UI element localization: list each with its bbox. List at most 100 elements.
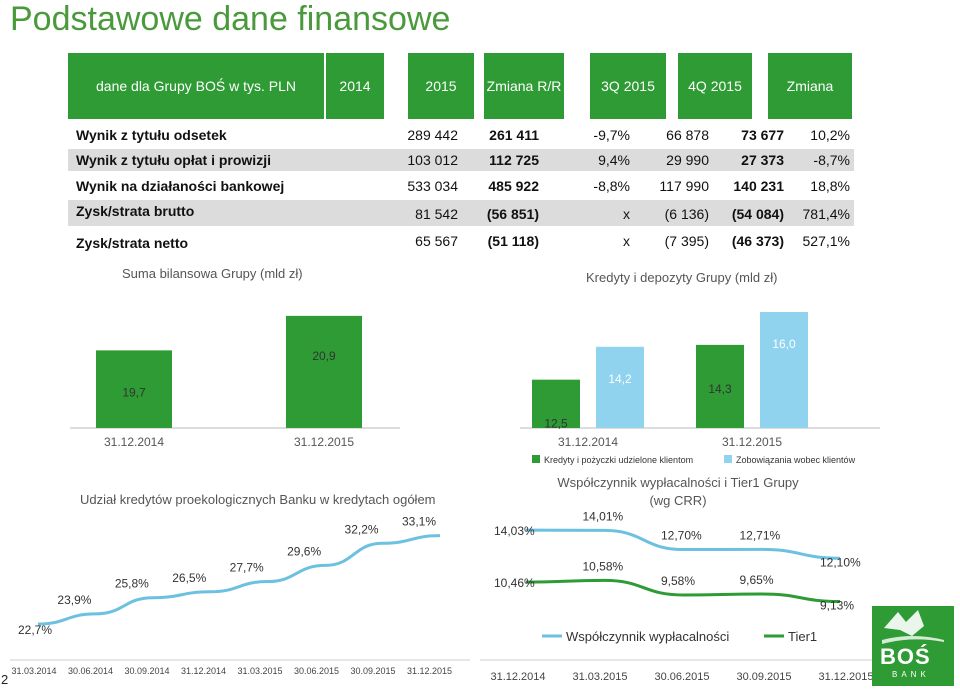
chart-eco-title: Udział kredytów proekologicznych Banku w… <box>80 492 436 507</box>
table-row: Zysk/strata brutto 81 542 (56 851) x (6 … <box>68 200 854 226</box>
data-label: 12,71% <box>740 528 781 542</box>
cell-2015: 112 725 <box>489 152 539 168</box>
legend-label: Tier1 <box>788 629 817 644</box>
x-tick-label: 31.12.2015 <box>722 435 782 449</box>
table-header-label: dane dla Grupy BOŚ w tys. PLN <box>68 53 324 119</box>
table-header-2014: 2014 <box>326 53 384 119</box>
bar <box>760 312 808 428</box>
row-label: Zysk/strata brutto <box>76 203 195 219</box>
data-label: 32,2% <box>345 522 379 536</box>
data-label: 12,70% <box>661 529 702 543</box>
bar <box>532 379 580 428</box>
bar-value-label: 12,5 <box>544 417 568 431</box>
cell-2015: (51 118) <box>487 233 539 249</box>
data-label: 9,65% <box>740 573 774 587</box>
data-label: 25,8% <box>115 577 149 591</box>
series-line <box>525 528 841 560</box>
cell-4q: (54 084) <box>731 206 784 222</box>
x-tick-label: 30.09.2015 <box>350 666 395 676</box>
legend-label: Zobowiązania wobec klientów <box>736 455 856 465</box>
cell-2014: 81 542 <box>415 206 458 222</box>
bar-value-label: 19,7 <box>122 385 146 399</box>
cell-yoy: 9,4% <box>598 152 630 168</box>
cell-2014: 65 567 <box>415 233 458 249</box>
data-label: 23,9% <box>57 593 91 607</box>
bar <box>96 350 172 428</box>
table-row: Wynik na działaności bankowej 533 034 48… <box>68 175 854 197</box>
row-label: Wynik na działaności bankowej <box>76 178 285 194</box>
logo-text: BOŚ <box>880 644 931 669</box>
data-label: 22,7% <box>18 623 52 637</box>
cell-4q: (46 373) <box>731 233 784 249</box>
data-label: 12,10% <box>820 555 861 569</box>
table-row: Wynik z tytułu odsetek 289 442 261 411 -… <box>68 124 854 146</box>
cell-3q: (6 136) <box>664 206 709 222</box>
cell-yoy: x <box>623 206 630 222</box>
bar <box>696 344 744 428</box>
chart-capital-title: Współczynnik wypłacalności i Tier1 Grupy… <box>557 475 799 508</box>
legend-swatch <box>724 455 732 463</box>
cell-3q: 66 878 <box>666 127 709 143</box>
legend-label: Współczynnik wypłacalności <box>566 629 729 644</box>
series-line <box>525 578 841 604</box>
cell-2015: 261 411 <box>489 127 539 143</box>
table-header-yoy: Zmiana R/R <box>484 53 564 119</box>
cell-yoy: -8,8% <box>593 178 630 194</box>
data-label: 27,7% <box>230 561 264 575</box>
table-row: Wynik z tytułu opłat i prowizji 103 012 … <box>68 149 854 171</box>
cell-change: 527,1% <box>802 233 850 249</box>
cell-4q: 73 677 <box>741 127 784 143</box>
cell-3q: (7 395) <box>664 233 709 249</box>
bar <box>596 346 644 428</box>
chart-eco: 22,7% 23,9% 25,8% 26,5% 27,7% 29,6% 32,2% 33,1%… <box>10 515 470 676</box>
cell-change: 781,4% <box>802 206 850 222</box>
cell-change: 10,2% <box>810 127 850 143</box>
legend-swatch <box>532 455 540 463</box>
bar-value-label: 20,9 <box>312 349 336 363</box>
row-label: Wynik z tytułu odsetek <box>76 127 227 143</box>
table-header-2015: 2015 <box>408 53 474 119</box>
data-label: 10,46% <box>494 576 535 590</box>
x-tick-label: 30.06.2014 <box>68 666 113 676</box>
x-tick-label: 30.09.2015 <box>736 671 791 683</box>
bar-value-label: 16,0 <box>772 337 796 351</box>
bar-value-label: 14,2 <box>608 372 632 386</box>
cell-2015: (56 851) <box>486 206 539 222</box>
chart-loans-title: Kredyty i depozyty Grupy (mld zł) <box>586 270 778 285</box>
page-title: Podstawowe dane finansowe <box>10 0 451 38</box>
cell-change: -8,7% <box>813 152 850 168</box>
x-tick-label: 31.12.2014 <box>558 435 618 449</box>
x-tick-label: 31.12.2014 <box>490 671 545 683</box>
x-tick-label: 30.06.2015 <box>654 671 709 683</box>
cell-yoy: x <box>623 233 630 249</box>
data-label: 14,03% <box>494 524 535 538</box>
cell-change: 18,8% <box>810 178 850 194</box>
cell-2014: 533 034 <box>407 178 458 194</box>
bar-value-label: 14,3 <box>708 382 732 396</box>
x-tick-label: 31.03.2015 <box>572 671 627 683</box>
chart-balance-title: Suma bilansowa Grupy (mld zł) <box>122 266 303 281</box>
cell-2015: 485 922 <box>488 178 539 194</box>
bar <box>286 315 362 428</box>
logo-sub: BANK <box>892 670 930 679</box>
data-label: 9,13% <box>820 599 854 613</box>
cell-2014: 289 442 <box>407 127 458 143</box>
legend-label: Kredyty i pożyczki udzielone klientom <box>544 455 693 465</box>
table-row: Zysk/strata netto 65 567 (51 118) x (7 3… <box>68 230 854 254</box>
data-label: 9,58% <box>661 574 695 588</box>
data-label: 29,6% <box>287 544 321 558</box>
x-tick-label: 31.12.2015 <box>407 666 452 676</box>
cell-2014: 103 012 <box>407 152 458 168</box>
x-tick-label: 31.12.2015 <box>818 671 873 683</box>
cell-3q: 117 990 <box>659 178 709 194</box>
row-label: Wynik z tytułu opłat i prowizji <box>76 152 271 168</box>
x-tick-label: 30.06.2015 <box>294 666 339 676</box>
table-header-3q: 3Q 2015 <box>590 53 666 119</box>
series-line <box>37 534 441 626</box>
x-tick-label: 31.12.2014 <box>181 666 226 676</box>
cell-3q: 29 990 <box>666 152 709 168</box>
cell-yoy: -9,7% <box>593 127 630 143</box>
cell-4q: 27 373 <box>741 152 784 168</box>
bos-logo: BOŚ BANK <box>872 606 954 686</box>
